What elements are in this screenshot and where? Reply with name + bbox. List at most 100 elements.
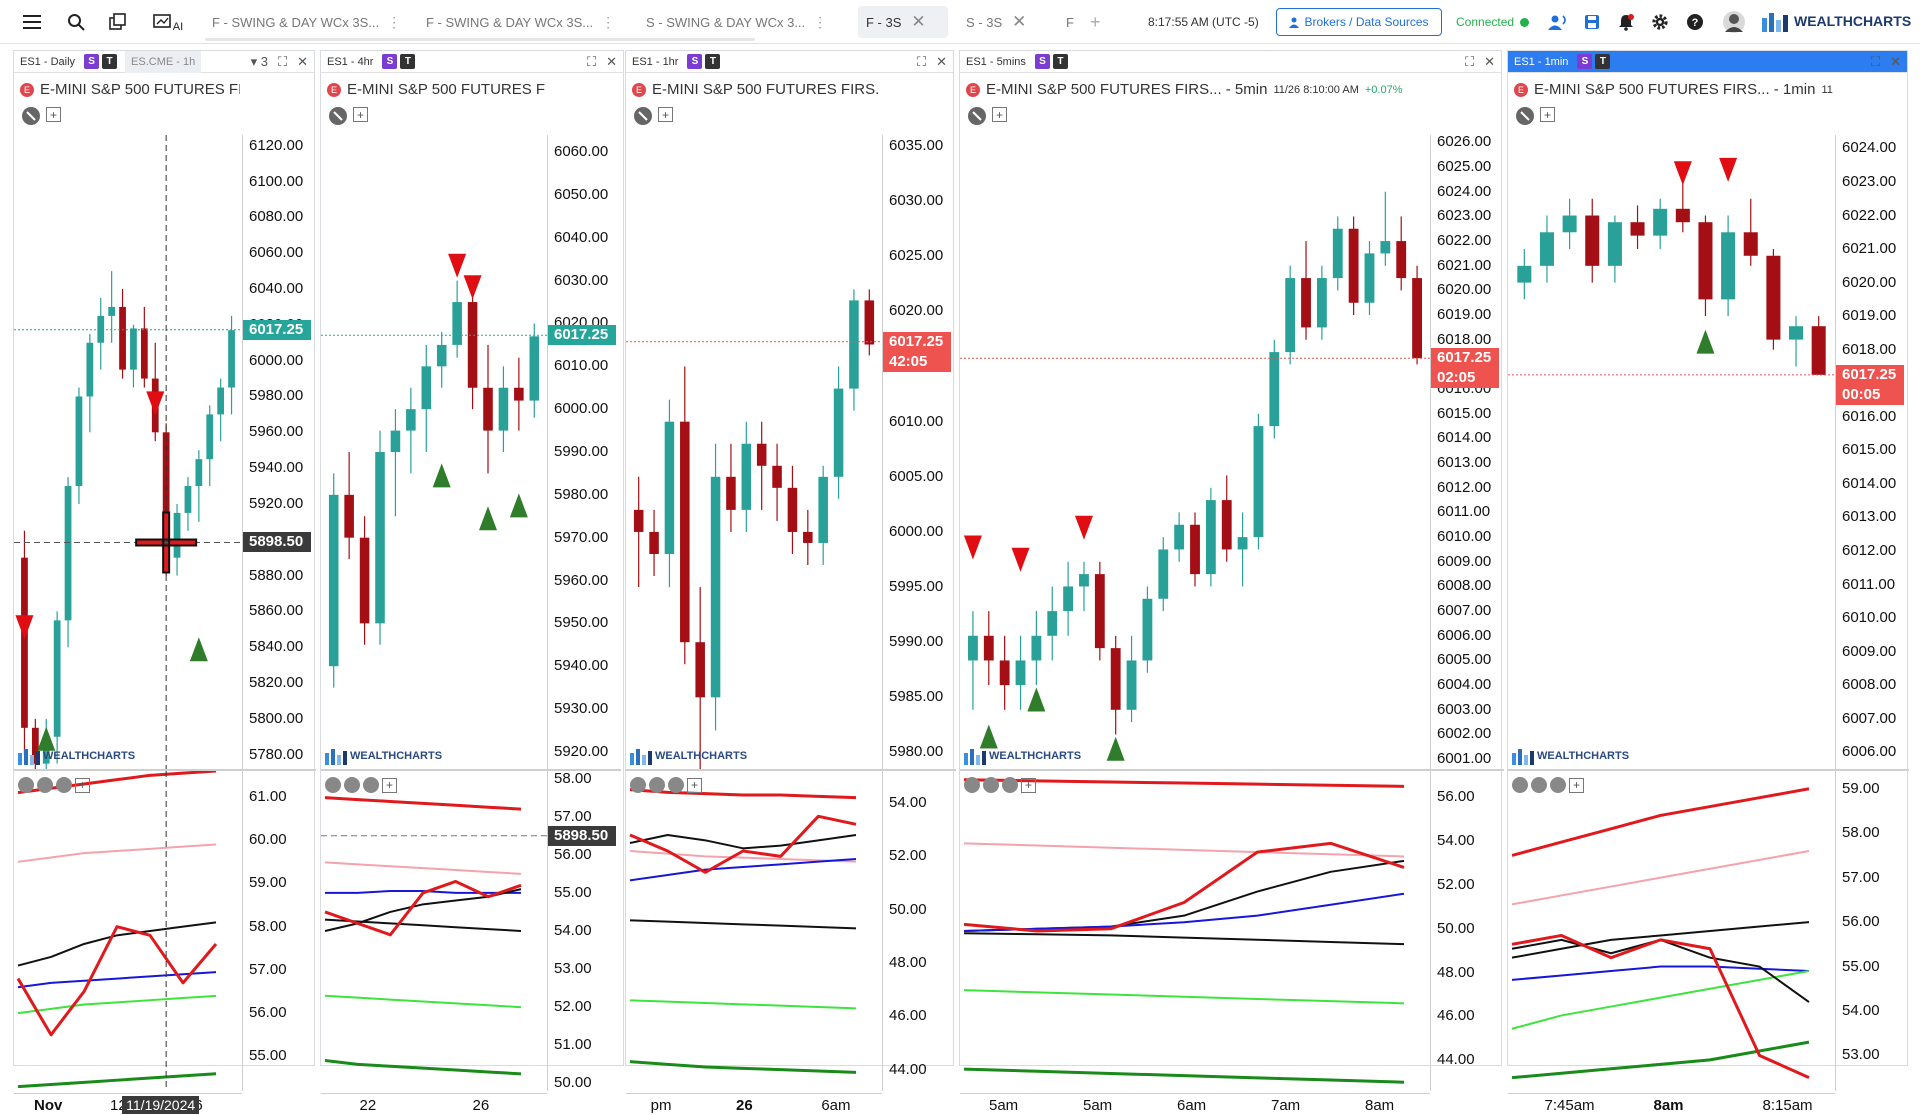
hide-indicator-icon[interactable] bbox=[630, 777, 646, 793]
symbol-interval-label[interactable]: ES1 - 1min bbox=[1514, 55, 1569, 68]
ai-assistant-icon[interactable]: AI bbox=[150, 8, 186, 36]
close-icon[interactable]: ✕ bbox=[1012, 12, 1027, 31]
time-axis[interactable]: 22 26 bbox=[321, 1093, 547, 1115]
symbol-interval-label[interactable]: ES1 - 1hr bbox=[632, 55, 679, 68]
add-indicator-icon[interactable]: + bbox=[353, 107, 368, 122]
avatar[interactable] bbox=[1720, 8, 1748, 36]
layout-tab-4[interactable]: F - 3S ✕ bbox=[858, 6, 948, 38]
maximize-icon[interactable]: ⛶ bbox=[277, 54, 288, 69]
price-axis[interactable]: 6120.006100.006080.006060.006040.006020.… bbox=[242, 135, 316, 769]
hide-indicators-icon[interactable] bbox=[22, 107, 40, 125]
layers-count[interactable]: ▾ 3 bbox=[251, 54, 268, 70]
layout-tab-2[interactable]: F - SWING & DAY WCx 3S... ⋮ ✕ bbox=[418, 6, 618, 38]
linked-symbol-label[interactable]: ES.CME - 1h bbox=[125, 50, 202, 73]
close-icon[interactable]: ✕ bbox=[911, 12, 926, 31]
add-indicator-icon[interactable]: + bbox=[658, 107, 673, 122]
template-badge-icon[interactable]: T bbox=[1052, 54, 1068, 69]
price-chart[interactable] bbox=[626, 135, 882, 769]
time-axis[interactable]: pm 26 6am bbox=[626, 1093, 882, 1115]
indicator-axis[interactable]: 59.00 58.00 57.00 56.00 55.00 54.00 53.00 bbox=[1835, 771, 1909, 1091]
layouts-icon[interactable] bbox=[104, 8, 132, 36]
time-axis[interactable]: 5am 5am 6am 7am 8am bbox=[960, 1093, 1430, 1115]
instrument-title[interactable]: E E-MINI S&P 500 FUTURES FI bbox=[327, 81, 545, 98]
community-icon[interactable] bbox=[1544, 8, 1572, 36]
price-chart[interactable] bbox=[1508, 135, 1835, 769]
add-indicator-icon[interactable]: + bbox=[75, 777, 90, 793]
hide-indicator-icon[interactable] bbox=[964, 777, 980, 793]
indicator-axis[interactable]: 56.00 54.00 52.00 50.00 48.00 46.00 44.00 bbox=[1430, 771, 1504, 1091]
maximize-icon[interactable]: ⛶ bbox=[1870, 54, 1881, 69]
panel-header[interactable]: ES1 - 1min S T ⛶ ✕ bbox=[1508, 51, 1907, 73]
price-chart[interactable] bbox=[960, 135, 1430, 769]
tabs-scrollbar[interactable] bbox=[205, 38, 755, 41]
move-down-icon[interactable] bbox=[344, 777, 360, 793]
instrument-title[interactable]: E E-MINI S&P 500 FUTURES FIRS... - 5min 11… bbox=[966, 81, 1403, 98]
chart-panel[interactable]: ES1 - 1min S T ⛶ ✕ E E-MINI S&P 500 FUTURES FI… bbox=[1507, 50, 1909, 1114]
search-icon[interactable] bbox=[62, 8, 90, 36]
layout-tab-6[interactable]: F bbox=[1058, 6, 1082, 38]
add-indicator-icon[interactable]: + bbox=[1540, 107, 1555, 122]
move-up-icon[interactable] bbox=[1550, 777, 1566, 793]
move-up-icon[interactable] bbox=[363, 777, 379, 793]
chart-panel[interactable]: ES1 - 1hr S T ⛶ ✕ E E-MINI S&P 500 FUTURES FIR… bbox=[625, 50, 956, 1114]
layout-tab-3[interactable]: S - SWING & DAY WCx 3... ⋮ ✕ bbox=[638, 6, 838, 38]
layout-tab-1[interactable]: F - SWING & DAY WCx 3S... ⋮ ✕ bbox=[204, 6, 404, 38]
strategy-badge-icon[interactable]: S bbox=[1577, 54, 1593, 69]
maximize-icon[interactable]: ⛶ bbox=[1464, 54, 1475, 69]
time-axis[interactable]: 7:45am 8am 8:15am bbox=[1508, 1093, 1835, 1115]
close-icon[interactable]: ✕ bbox=[837, 12, 838, 32]
save-icon[interactable] bbox=[1578, 8, 1606, 36]
hide-indicator-icon[interactable] bbox=[18, 777, 34, 793]
close-icon[interactable]: ✕ bbox=[1890, 54, 1901, 69]
indicator-axis[interactable]: 61.00 60.00 59.00 58.00 57.00 56.00 55.00 bbox=[242, 771, 316, 1091]
help-icon[interactable]: ? bbox=[1681, 8, 1709, 36]
pane-divider[interactable] bbox=[14, 769, 316, 771]
chart-panel[interactable]: ES1 - 4hr S T ⛶ ✕ E E-MINI S&P 500 FUTURES FI +… bbox=[320, 50, 624, 1114]
price-axis[interactable]: 6026.00 6025.00 6024.00 6023.00 6022.00 6021.… bbox=[1430, 134, 1504, 769]
time-axis[interactable]: Nov122611/19/2024 bbox=[14, 1093, 242, 1115]
symbol-interval-label[interactable]: ES1 - 5mins bbox=[966, 55, 1026, 68]
move-down-icon[interactable] bbox=[649, 777, 665, 793]
tab-menu-icon[interactable]: ⋮ bbox=[813, 13, 828, 30]
symbol-interval-label[interactable]: ES1 - Daily bbox=[20, 55, 76, 68]
template-badge-icon[interactable]: T bbox=[1595, 54, 1611, 69]
close-icon[interactable]: ✕ bbox=[1484, 54, 1495, 69]
indicator-axis[interactable]: 54.00 52.00 50.00 48.00 46.00 44.00 bbox=[882, 771, 956, 1091]
indicator-chart[interactable] bbox=[321, 771, 547, 1091]
tab-menu-icon[interactable]: ⋮ bbox=[601, 13, 616, 30]
add-indicator-icon[interactable]: + bbox=[1569, 777, 1584, 793]
symbol-interval-label[interactable]: ES1 - 4hr bbox=[327, 55, 374, 68]
move-down-icon[interactable] bbox=[37, 777, 53, 793]
strategy-badge-icon[interactable]: S bbox=[1034, 54, 1050, 69]
add-indicator-icon[interactable]: + bbox=[992, 107, 1007, 122]
close-icon[interactable]: ✕ bbox=[936, 54, 947, 69]
price-chart[interactable] bbox=[321, 135, 547, 769]
strategy-badge-icon[interactable]: S bbox=[382, 54, 398, 69]
pane-divider[interactable] bbox=[321, 769, 621, 771]
panel-header[interactable]: ES1 - 5mins S T ⛶ ✕ bbox=[960, 51, 1501, 73]
maximize-icon[interactable]: ⛶ bbox=[586, 54, 597, 69]
settings-gear-icon[interactable] bbox=[1646, 8, 1674, 36]
indicator-chart[interactable] bbox=[1508, 771, 1835, 1091]
brokers-data-sources-button[interactable]: Brokers / Data Sources bbox=[1276, 8, 1442, 36]
move-down-icon[interactable] bbox=[1531, 777, 1547, 793]
move-down-icon[interactable] bbox=[983, 777, 999, 793]
pane-divider[interactable] bbox=[626, 769, 956, 771]
panel-header[interactable]: ES1 - 4hr S T ⛶ ✕ bbox=[321, 51, 623, 73]
hide-indicators-icon[interactable] bbox=[968, 107, 986, 125]
price-axis[interactable]: 6024.00 6023.00 6022.00 6021.00 6020.00 6019.… bbox=[1835, 135, 1909, 769]
hide-indicators-icon[interactable] bbox=[329, 107, 347, 125]
instrument-title[interactable]: E E-MINI S&P 500 FUTURES FI bbox=[20, 81, 240, 98]
close-icon[interactable]: ✕ bbox=[606, 54, 617, 69]
hide-indicator-icon[interactable] bbox=[1512, 777, 1528, 793]
chart-panel[interactable]: ES1 - 5mins S T ⛶ ✕ E E-MINI S&P 500 FUTURES F… bbox=[959, 50, 1504, 1114]
panel-header[interactable]: ES1 - Daily S T ES.CME - 1h ▾ 3 ⛶ ✕ bbox=[14, 50, 314, 73]
close-icon[interactable]: ✕ bbox=[297, 54, 308, 69]
indicator-axis[interactable]: 58.00 57.00 56.00 55.00 54.00 53.00 52.00 51.00… bbox=[547, 770, 621, 1091]
tab-menu-icon[interactable]: ⋮ bbox=[387, 13, 402, 30]
hamburger-menu-icon[interactable] bbox=[18, 8, 46, 36]
move-up-icon[interactable] bbox=[668, 777, 684, 793]
price-chart[interactable] bbox=[14, 135, 242, 769]
hide-indicators-icon[interactable] bbox=[634, 107, 652, 125]
instrument-title[interactable]: E E-MINI S&P 500 FUTURES FIRS... - 1min 11 bbox=[1514, 81, 1833, 98]
